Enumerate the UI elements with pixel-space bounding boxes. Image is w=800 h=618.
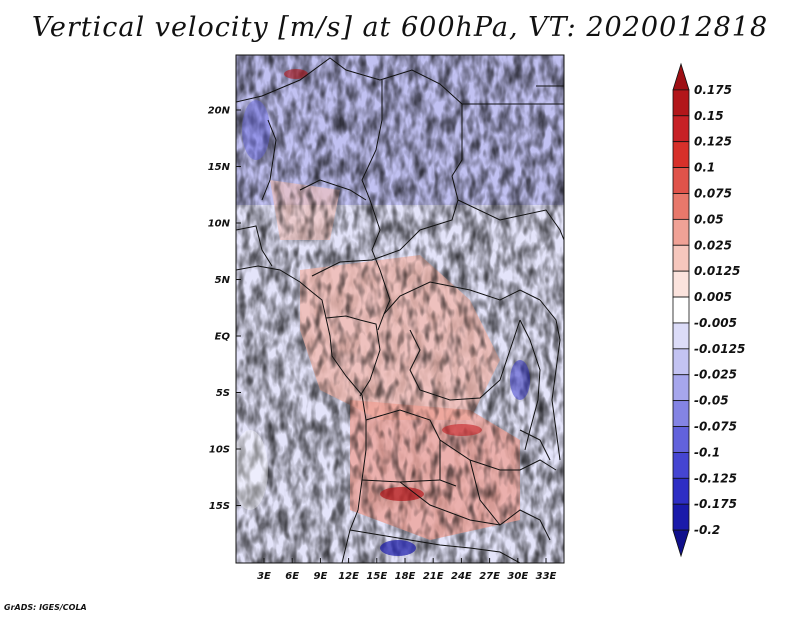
- lat-label: 15N: [208, 162, 231, 173]
- colorbar-label: -0.175: [694, 497, 737, 511]
- lon-label: 24E: [451, 571, 472, 582]
- colorbar-segment: [672, 503, 690, 531]
- lat-label: 5N: [215, 275, 231, 286]
- lat-label: EQ: [215, 332, 231, 343]
- colorbar-segment: [672, 89, 690, 117]
- colorbar-segment: [672, 115, 690, 143]
- colorbar-segment: [672, 452, 690, 479]
- colorbar-label: -0.075: [694, 420, 737, 434]
- colorbar-label: -0.1: [694, 445, 720, 459]
- lon-label: 15E: [366, 571, 387, 582]
- colorbar-segment: [672, 218, 690, 246]
- colorbar-segment: [672, 477, 690, 505]
- colorbar-label: -0.0125: [694, 342, 745, 356]
- colorbar-label: -0.005: [694, 316, 737, 330]
- colorbar-segment: [672, 193, 690, 220]
- colorbar-label: 0.0125: [694, 264, 740, 278]
- colorbar-cap-top: [672, 62, 690, 91]
- colorbar-label: -0.05: [694, 394, 729, 408]
- lat-label: 15S: [209, 501, 230, 512]
- lon-label: 33E: [536, 571, 557, 582]
- lat-label: 20N: [208, 106, 231, 117]
- colorbar-label: -0.125: [694, 471, 737, 485]
- footer-credit: GrADS: IGES/COLA: [4, 603, 87, 612]
- colorbar-segment: [672, 296, 690, 324]
- lon-label: 3E: [257, 571, 271, 582]
- colorbar-label: -0.025: [694, 368, 737, 382]
- colorbar-label: 0.1: [694, 161, 715, 175]
- colorbar-label: 0.025: [694, 238, 732, 252]
- colorbar-segment: [672, 400, 690, 427]
- lon-label: 30E: [507, 571, 528, 582]
- colorbar-segment: [672, 348, 690, 376]
- lon-label: 12E: [338, 571, 359, 582]
- lon-label: 21E: [423, 571, 444, 582]
- lat-label: 10S: [209, 445, 230, 456]
- colorbar-segment: [672, 426, 690, 453]
- colorbar-segment: [672, 141, 690, 168]
- colorbar-label: 0.05: [694, 212, 724, 226]
- colorbar-label: 0.075: [694, 186, 732, 200]
- colorbar-segment: [672, 167, 690, 194]
- colorbar-label: 0.175: [694, 83, 732, 97]
- colorbar-label: 0.005: [694, 290, 732, 304]
- colorbar-label: 0.15: [694, 109, 724, 123]
- lon-label: 27E: [479, 571, 500, 582]
- country-borders: [236, 57, 564, 563]
- colorbar-segment: [672, 244, 690, 272]
- chart-title: Vertical velocity [m/s] at 600hPa, VT: 2…: [31, 12, 769, 43]
- lon-label: 9E: [314, 571, 328, 582]
- lon-label: 18E: [395, 571, 416, 582]
- colorbar-segment: [672, 270, 690, 298]
- colorbar-label: -0.2: [694, 523, 720, 537]
- lon-label: 6E: [285, 571, 299, 582]
- lat-label: 5S: [216, 388, 230, 399]
- colorbar-cap-bottom: [672, 529, 690, 558]
- colorbar-label: 0.125: [694, 135, 732, 149]
- map-frame: [235, 54, 565, 564]
- velocity-field: [236, 55, 564, 563]
- colorbar-segment: [672, 322, 690, 350]
- lat-label: 10N: [208, 219, 231, 230]
- colorbar-segment: [672, 374, 690, 402]
